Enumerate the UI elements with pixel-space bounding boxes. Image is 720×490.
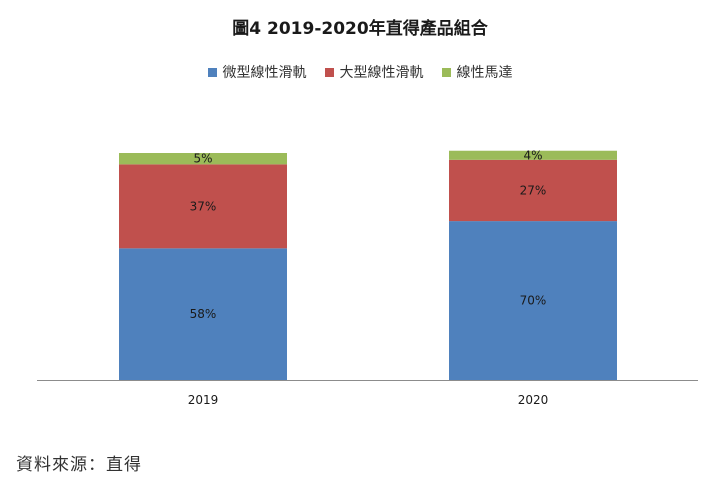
bar-segment-micro-2019 (119, 248, 287, 380)
bar-segment-motor-2020 (449, 150, 617, 160)
legend-label-micro: 微型線性滑軌 (222, 65, 307, 81)
legend-label-motor: 線性馬達 (456, 65, 513, 81)
bar-segment-micro-2020 (449, 221, 617, 380)
data-label-motor-2020: 4% (523, 148, 542, 162)
legend-item-large: 大型線性滑軌 (324, 62, 424, 82)
chart-title: 圖4 2019-2020年直得產品組合 (232, 19, 488, 39)
data-label-motor-2019: 5% (193, 152, 212, 166)
data-label-micro-2020: 70% (520, 294, 547, 308)
legend-item-motor: 線性馬達 (441, 62, 513, 82)
data-label-large-2020: 27% (520, 183, 547, 197)
x-tick-label-2020: 2020 (518, 393, 549, 407)
chart-plot: 58% 37% 5% 2019 70% 27% 4% 2020 (37, 148, 698, 407)
legend-swatch-motor (441, 67, 451, 77)
data-label-large-2019: 37% (190, 199, 217, 213)
legend-swatch-large (324, 67, 334, 77)
legend-item-micro: 微型線性滑軌 (207, 62, 307, 82)
legend-swatch-micro (207, 67, 217, 77)
legend: 微型線性滑軌 大型線性滑軌 線性馬達 (0, 62, 720, 82)
bar-segment-large-2019 (119, 164, 287, 249)
data-label-micro-2019: 58% (190, 307, 217, 321)
legend-label-large: 大型線性滑軌 (339, 65, 424, 81)
x-tick-label-2019: 2019 (188, 393, 219, 407)
bar-segment-large-2020 (449, 159, 617, 222)
bar-segment-motor-2019 (119, 153, 287, 165)
source-note: 資料來源：直得 (16, 455, 142, 475)
